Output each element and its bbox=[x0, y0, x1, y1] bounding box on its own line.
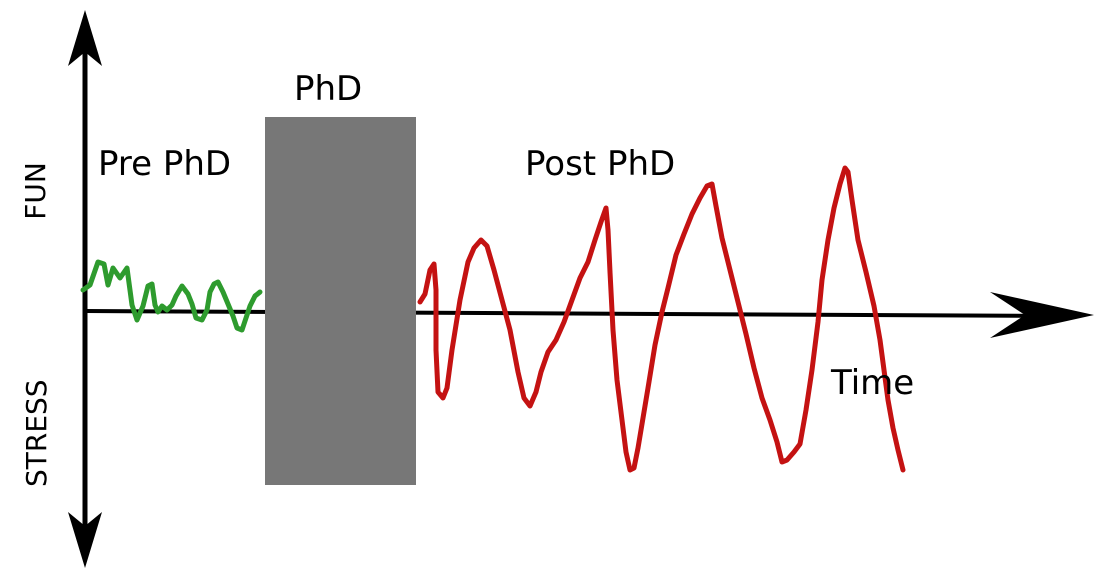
post-phd-curve bbox=[417, 165, 906, 473]
x-axis-arrow bbox=[990, 292, 1094, 338]
phd-block bbox=[265, 117, 416, 485]
time-axis-label: Time bbox=[831, 363, 915, 403]
phd-label: PhD bbox=[294, 69, 363, 109]
post-phd-label: Post PhD bbox=[525, 144, 676, 184]
pre-phd-curve bbox=[80, 259, 263, 333]
fun-axis-label: FUN bbox=[19, 162, 52, 220]
y-axis-arrow-down bbox=[68, 512, 102, 568]
stress-axis-label: STRESS bbox=[20, 379, 53, 487]
pre-phd-label: Pre PhD bbox=[98, 144, 232, 184]
y-axis-arrow-up bbox=[68, 10, 102, 66]
